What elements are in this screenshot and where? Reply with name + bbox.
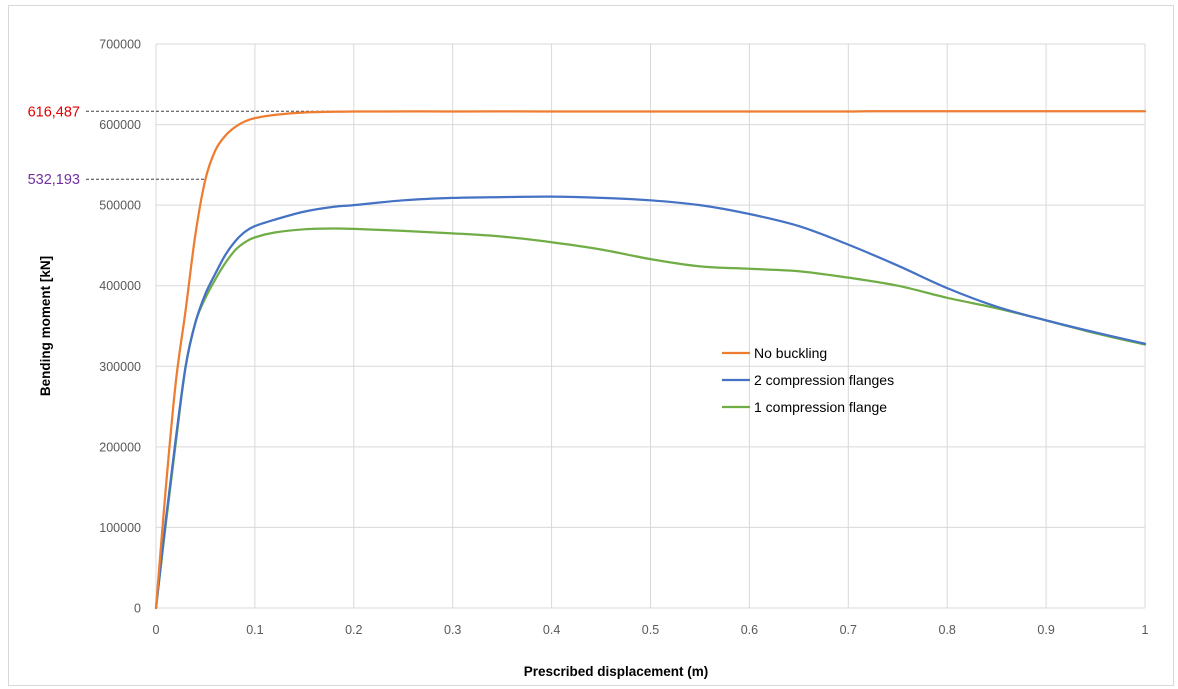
y-tick-label: 700000 [99, 38, 141, 52]
x-tick-label: 1 [1142, 623, 1149, 637]
x-tick-label: 0.6 [741, 623, 758, 637]
series-line-2-compression-flanges [154, 195, 1147, 610]
x-tick-labels: 0 0.1 0.2 0.3 0.4 0.5 0.6 0.7 0.8 0.9 1 [153, 623, 1149, 637]
gridlines [155, 43, 1146, 609]
x-tick-label: 0.1 [246, 623, 263, 637]
y-tick-label: 400000 [99, 279, 141, 293]
legend-label: 2 compression flanges [754, 372, 894, 388]
y-tick-label: 0 [134, 602, 141, 616]
y-tick-labels: 0 100000 200000 300000 400000 500000 600000 700… [99, 38, 141, 616]
legend-label: No buckling [754, 345, 827, 361]
x-axis-title: Prescribed displacement (m) [524, 664, 709, 679]
annotation-label: 532,193 [28, 172, 80, 188]
y-tick-label: 300000 [99, 360, 141, 374]
reference-annotations: 616,487 532,193 [28, 104, 1145, 188]
series-lines [154, 110, 1147, 610]
chart-frame [8, 5, 1174, 686]
legend: No buckling 2 compression flanges 1 compre… [722, 345, 894, 415]
x-tick-label: 0.8 [939, 623, 956, 637]
annotation-label: 616,487 [28, 104, 80, 120]
y-tick-label: 100000 [99, 521, 141, 535]
y-tick-label: 600000 [99, 118, 141, 132]
series-line-no-buckling [154, 110, 1147, 610]
legend-label: 1 compression flange [754, 399, 887, 415]
x-tick-label: 0.9 [1037, 623, 1054, 637]
x-tick-label: 0.7 [840, 623, 857, 637]
y-axis-title: Bending moment [kN] [38, 256, 53, 396]
y-tick-label: 200000 [99, 440, 141, 454]
x-tick-label: 0.5 [642, 623, 659, 637]
x-tick-label: 0.3 [444, 623, 461, 637]
y-tick-label: 500000 [99, 199, 141, 213]
x-tick-label: 0.4 [543, 623, 560, 637]
x-tick-label: 0.2 [345, 623, 362, 637]
x-tick-label: 0 [153, 623, 160, 637]
